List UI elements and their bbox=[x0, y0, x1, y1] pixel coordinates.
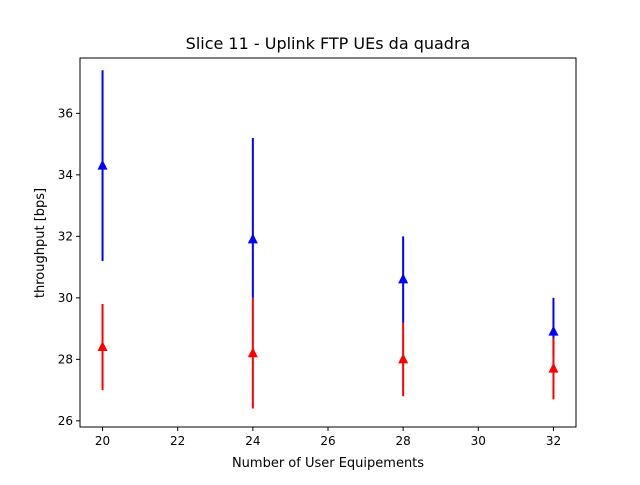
x-tick-label: 24 bbox=[245, 434, 260, 448]
y-tick-label: 30 bbox=[58, 291, 73, 305]
y-tick-label: 26 bbox=[58, 414, 73, 428]
x-tick-label: 32 bbox=[546, 434, 561, 448]
y-tick-label: 28 bbox=[58, 352, 73, 366]
data-point-series-1 bbox=[97, 341, 108, 352]
x-axis-label: Number of User Equipements bbox=[232, 456, 424, 471]
x-tick-label: 26 bbox=[320, 434, 335, 448]
x-tick-label: 28 bbox=[396, 434, 411, 448]
axes: 20 22 24 26 28 30 32 26 28 30 32 34 36 bbox=[58, 57, 577, 448]
x-tick-label: 20 bbox=[95, 434, 110, 448]
chart-title: Slice 11 - Uplink FTP UEs da quadra bbox=[186, 34, 471, 53]
y-axis-label: throughput [bps] bbox=[33, 188, 48, 298]
x-tick-label: 22 bbox=[170, 434, 185, 448]
data-point-series-0 bbox=[548, 325, 559, 336]
y-tick-label: 36 bbox=[58, 106, 73, 120]
data-point-series-1 bbox=[398, 353, 409, 364]
y-tick-label: 32 bbox=[58, 229, 73, 243]
x-tick-label: 30 bbox=[471, 434, 486, 448]
data-point-series-0 bbox=[247, 233, 258, 244]
y-tick-label: 34 bbox=[58, 168, 73, 182]
data-point-series-1 bbox=[247, 347, 258, 358]
chart-marks bbox=[97, 70, 559, 409]
data-point-series-0 bbox=[398, 273, 409, 284]
data-point-series-0 bbox=[97, 159, 108, 170]
data-point-series-1 bbox=[548, 362, 559, 373]
